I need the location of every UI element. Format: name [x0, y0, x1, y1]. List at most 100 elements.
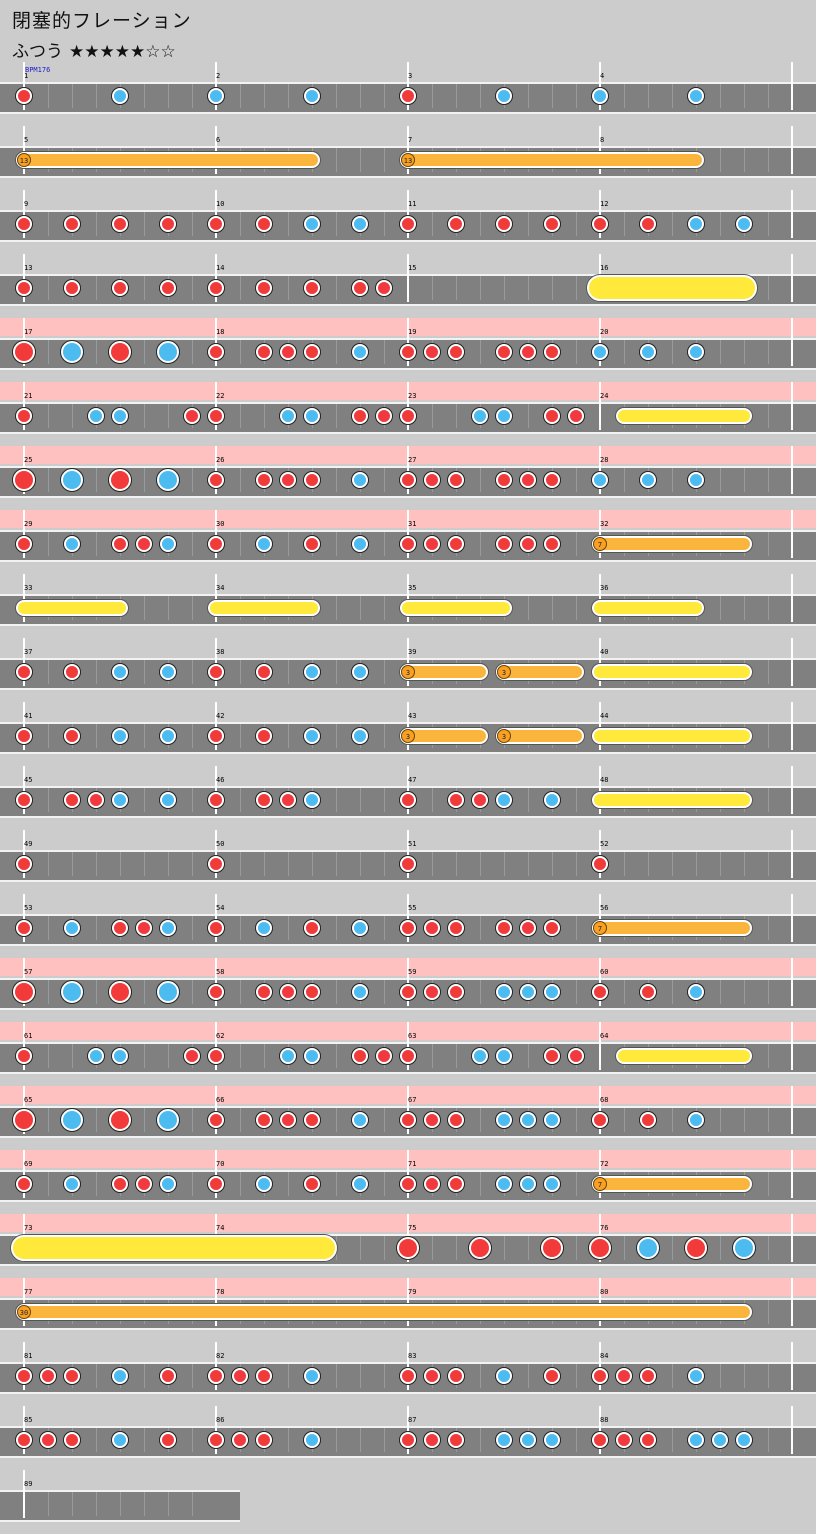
bar-line	[23, 702, 25, 750]
ka-note	[112, 728, 128, 744]
don-note	[448, 1368, 464, 1384]
beat-line	[576, 1108, 577, 1132]
beat-line	[168, 852, 169, 876]
measure-number: 71	[408, 1160, 417, 1168]
beat-line	[384, 212, 385, 236]
beat-line	[240, 468, 241, 492]
beat-line	[744, 468, 745, 492]
ka-note	[544, 1112, 560, 1128]
bar-line	[599, 382, 601, 430]
beat-line	[624, 340, 625, 364]
chart-row: 37 38 39 40 3 3	[0, 638, 816, 702]
don-note	[544, 344, 560, 360]
don-note	[496, 344, 512, 360]
don-note	[16, 1368, 32, 1384]
beat-line	[48, 1172, 49, 1196]
beat-line	[96, 1108, 97, 1132]
don-note	[184, 408, 200, 424]
bar-line	[407, 382, 409, 430]
ka-note	[64, 536, 80, 552]
don-note	[64, 1432, 80, 1448]
measure-number: 48	[600, 776, 609, 784]
ka-note	[160, 728, 176, 744]
beat-line	[168, 1492, 169, 1516]
chart-row: 73 74 75 76	[0, 1214, 816, 1278]
measure-number: 50	[216, 840, 225, 848]
big-don-note	[397, 1237, 419, 1259]
beat-line	[384, 532, 385, 556]
don-note	[352, 408, 368, 424]
don-note	[544, 1368, 560, 1384]
beat-line	[288, 212, 289, 236]
bar-line	[407, 1406, 409, 1454]
measure-number: 45	[24, 776, 33, 784]
measure-number: 79	[408, 1288, 417, 1296]
beat-line	[336, 980, 337, 1004]
beat-line	[96, 276, 97, 300]
beat-line	[48, 532, 49, 556]
beat-line	[384, 1364, 385, 1388]
drumroll-note	[616, 408, 752, 424]
beat-line	[528, 596, 529, 620]
ka-note	[64, 920, 80, 936]
big-don-note	[109, 1109, 131, 1131]
ka-note	[256, 1176, 272, 1192]
bar-line	[215, 1342, 217, 1390]
don-note	[592, 216, 608, 232]
beat-line	[240, 404, 241, 428]
beat-line	[768, 980, 769, 1004]
don-note	[520, 920, 536, 936]
bar-line	[407, 1150, 409, 1198]
ka-note	[160, 1176, 176, 1192]
beat-line	[336, 1364, 337, 1388]
chart-row: 77 78 79 80 30	[0, 1278, 816, 1342]
ka-note	[304, 1432, 320, 1448]
beat-line	[288, 84, 289, 108]
beat-line	[528, 1044, 529, 1068]
beat-line	[720, 468, 721, 492]
bar-line	[791, 1086, 793, 1134]
measure-number: 5	[24, 136, 29, 144]
bar-line	[791, 1150, 793, 1198]
don-note	[16, 792, 32, 808]
measure-number: 66	[216, 1096, 225, 1104]
measure-number: 65	[24, 1096, 33, 1104]
beat-line	[240, 212, 241, 236]
don-note	[544, 920, 560, 936]
bar-line	[23, 1278, 25, 1326]
bar-line	[215, 638, 217, 686]
beat-line	[264, 1044, 265, 1068]
beat-line	[288, 532, 289, 556]
beat-line	[624, 1236, 625, 1260]
ka-note	[352, 1176, 368, 1192]
chart-row: 29 30 31 32 7	[0, 510, 816, 574]
measure-number: 2	[216, 72, 221, 80]
ka-note	[688, 984, 704, 1000]
beat-line	[432, 212, 433, 236]
measure-number: 18	[216, 328, 225, 336]
beat-line	[384, 1108, 385, 1132]
bar-line	[215, 1022, 217, 1070]
bar-line	[215, 702, 217, 750]
bar-line	[407, 574, 409, 622]
beat-line	[144, 596, 145, 620]
don-note	[304, 920, 320, 936]
ka-note	[88, 1048, 104, 1064]
balloon-count: 3	[401, 729, 415, 743]
don-note	[304, 280, 320, 296]
chart-row: 45 46 47 48	[0, 766, 816, 830]
don-note	[400, 984, 416, 1000]
measure-number: 68	[600, 1096, 609, 1104]
balloon-roll	[16, 152, 320, 168]
big-don-note	[13, 341, 35, 363]
measure-number: 75	[408, 1224, 417, 1232]
beat-line	[528, 212, 529, 236]
beat-line	[336, 852, 337, 876]
don-note	[112, 1176, 128, 1192]
beat-line	[144, 276, 145, 300]
beat-line	[96, 84, 97, 108]
beat-line	[336, 276, 337, 300]
beat-line	[432, 84, 433, 108]
bar-line	[791, 318, 793, 366]
ka-note	[544, 1176, 560, 1192]
